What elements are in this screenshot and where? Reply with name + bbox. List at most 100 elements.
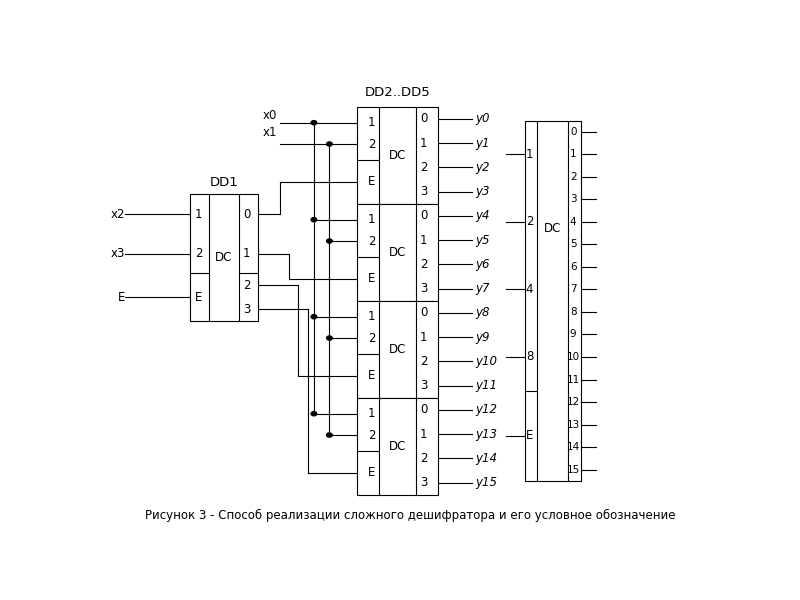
Text: 15: 15 <box>566 464 580 475</box>
Text: 2: 2 <box>368 428 375 442</box>
Text: DD1: DD1 <box>210 176 238 190</box>
Text: 2: 2 <box>243 279 250 292</box>
Text: 2: 2 <box>526 215 534 229</box>
Text: 1: 1 <box>368 407 375 420</box>
Text: DC: DC <box>389 149 406 161</box>
Text: 1: 1 <box>570 149 577 159</box>
Text: 0: 0 <box>420 403 427 416</box>
Text: DC: DC <box>389 245 406 259</box>
Bar <box>525 121 581 481</box>
Text: 0: 0 <box>420 112 427 125</box>
Circle shape <box>311 218 317 222</box>
Text: y9: y9 <box>475 331 490 344</box>
Text: E: E <box>526 430 534 442</box>
Text: y7: y7 <box>475 282 490 295</box>
Text: 0: 0 <box>243 208 250 221</box>
Circle shape <box>326 239 332 243</box>
Text: 1: 1 <box>368 213 375 226</box>
Text: 4: 4 <box>526 283 534 296</box>
Text: 0: 0 <box>570 127 576 137</box>
Text: DC: DC <box>389 440 406 453</box>
Text: y5: y5 <box>475 233 490 247</box>
Text: y15: y15 <box>475 476 497 489</box>
Text: 12: 12 <box>566 397 580 407</box>
Text: E: E <box>195 291 202 304</box>
Text: y3: y3 <box>475 185 490 198</box>
Circle shape <box>326 433 332 437</box>
Text: DD2..DD5: DD2..DD5 <box>365 86 430 99</box>
Text: 3: 3 <box>570 194 577 205</box>
Text: 2: 2 <box>570 172 577 182</box>
Text: 3: 3 <box>420 379 427 392</box>
Text: 2: 2 <box>368 137 375 151</box>
Text: 2: 2 <box>420 161 427 174</box>
Text: 4: 4 <box>570 217 577 227</box>
Text: x1: x1 <box>262 125 277 139</box>
Text: Рисунок 3 - Способ реализации сложного дешифратора и его условное обозначение: Рисунок 3 - Способ реализации сложного д… <box>145 509 675 522</box>
Text: 1: 1 <box>420 331 427 344</box>
Text: y2: y2 <box>475 161 490 174</box>
Circle shape <box>311 121 317 125</box>
Text: 1: 1 <box>526 148 534 161</box>
Text: E: E <box>368 175 375 188</box>
Text: 1: 1 <box>420 137 427 149</box>
Text: 2: 2 <box>420 258 427 271</box>
Text: DC: DC <box>544 222 562 235</box>
Text: 1: 1 <box>420 233 427 247</box>
Text: 1: 1 <box>368 116 375 129</box>
Bar <box>190 194 258 322</box>
Text: E: E <box>368 466 375 479</box>
Text: y8: y8 <box>475 307 490 319</box>
Text: 11: 11 <box>566 374 580 385</box>
Circle shape <box>311 412 317 416</box>
Text: y6: y6 <box>475 258 490 271</box>
Text: 3: 3 <box>420 476 427 489</box>
Text: y10: y10 <box>475 355 497 368</box>
Text: 3: 3 <box>420 185 427 198</box>
Text: y13: y13 <box>475 428 497 440</box>
Text: 2: 2 <box>195 247 202 260</box>
Text: x0: x0 <box>262 109 277 122</box>
Text: 0: 0 <box>420 307 427 319</box>
Text: 1: 1 <box>195 208 202 221</box>
Bar <box>358 107 438 203</box>
Text: y0: y0 <box>475 112 490 125</box>
Text: 2: 2 <box>420 452 427 465</box>
Text: 5: 5 <box>570 239 577 250</box>
Circle shape <box>311 314 317 319</box>
Text: 14: 14 <box>566 442 580 452</box>
Text: 2: 2 <box>368 235 375 248</box>
Text: E: E <box>118 291 125 304</box>
Text: y14: y14 <box>475 452 497 465</box>
Text: 7: 7 <box>570 284 577 295</box>
Text: y4: y4 <box>475 209 490 222</box>
Text: 1: 1 <box>368 310 375 323</box>
Text: x3: x3 <box>110 247 125 260</box>
Text: 8: 8 <box>526 350 534 364</box>
Text: y11: y11 <box>475 379 497 392</box>
Circle shape <box>326 142 332 146</box>
Text: 0: 0 <box>420 209 427 222</box>
Text: 1: 1 <box>243 247 250 260</box>
Bar <box>358 398 438 495</box>
Text: 9: 9 <box>570 329 577 340</box>
Text: 13: 13 <box>566 419 580 430</box>
Circle shape <box>326 336 332 340</box>
Bar <box>358 301 438 398</box>
Bar <box>358 203 438 301</box>
Text: 2: 2 <box>368 332 375 344</box>
Text: 2: 2 <box>420 355 427 368</box>
Text: 8: 8 <box>570 307 577 317</box>
Text: y12: y12 <box>475 403 497 416</box>
Text: 6: 6 <box>570 262 577 272</box>
Text: 1: 1 <box>420 428 427 440</box>
Text: DC: DC <box>215 251 233 265</box>
Text: y1: y1 <box>475 137 490 149</box>
Text: DC: DC <box>389 343 406 356</box>
Text: E: E <box>368 370 375 382</box>
Text: 10: 10 <box>566 352 580 362</box>
Text: E: E <box>368 272 375 286</box>
Text: 3: 3 <box>420 282 427 295</box>
Text: 3: 3 <box>243 303 250 316</box>
Text: x2: x2 <box>110 208 125 221</box>
